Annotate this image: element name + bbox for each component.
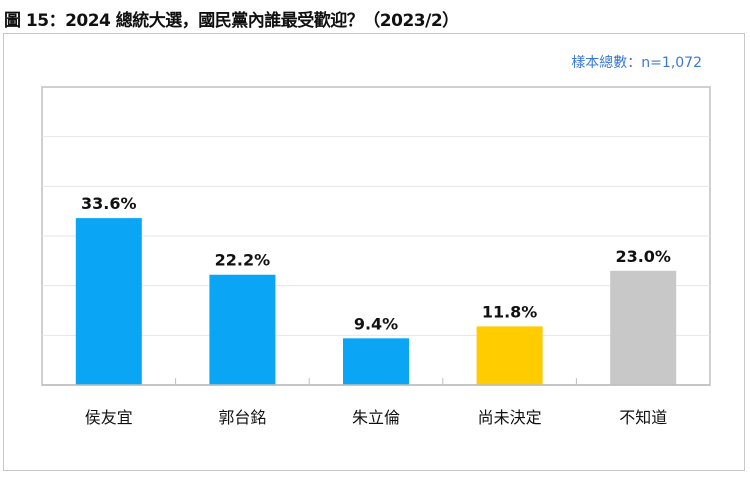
bar-3 bbox=[343, 338, 409, 385]
bar-5 bbox=[610, 270, 677, 385]
chart-frame bbox=[3, 33, 745, 471]
bar-2 bbox=[209, 274, 276, 385]
data-label: 9.4% bbox=[354, 314, 398, 333]
category-label: 不知道 bbox=[619, 408, 667, 427]
chart-title: 圖 15：2024 總統大選，國民黨內誰最受歡迎？（2023/2） bbox=[4, 11, 459, 31]
category-label: 侯友宜 bbox=[85, 408, 133, 427]
data-label: 11.8% bbox=[482, 302, 538, 321]
category-label: 朱立倫 bbox=[352, 408, 400, 427]
data-label: 33.6% bbox=[81, 194, 137, 213]
category-label: 郭台銘 bbox=[218, 408, 266, 427]
bar-1 bbox=[75, 218, 142, 385]
sample-size-note: 樣本總數：n=1,072 bbox=[571, 55, 702, 71]
data-label: 22.2% bbox=[215, 251, 271, 270]
category-label: 尚未決定 bbox=[478, 408, 542, 427]
bar-4 bbox=[476, 326, 543, 385]
data-label: 23.0% bbox=[615, 247, 671, 266]
